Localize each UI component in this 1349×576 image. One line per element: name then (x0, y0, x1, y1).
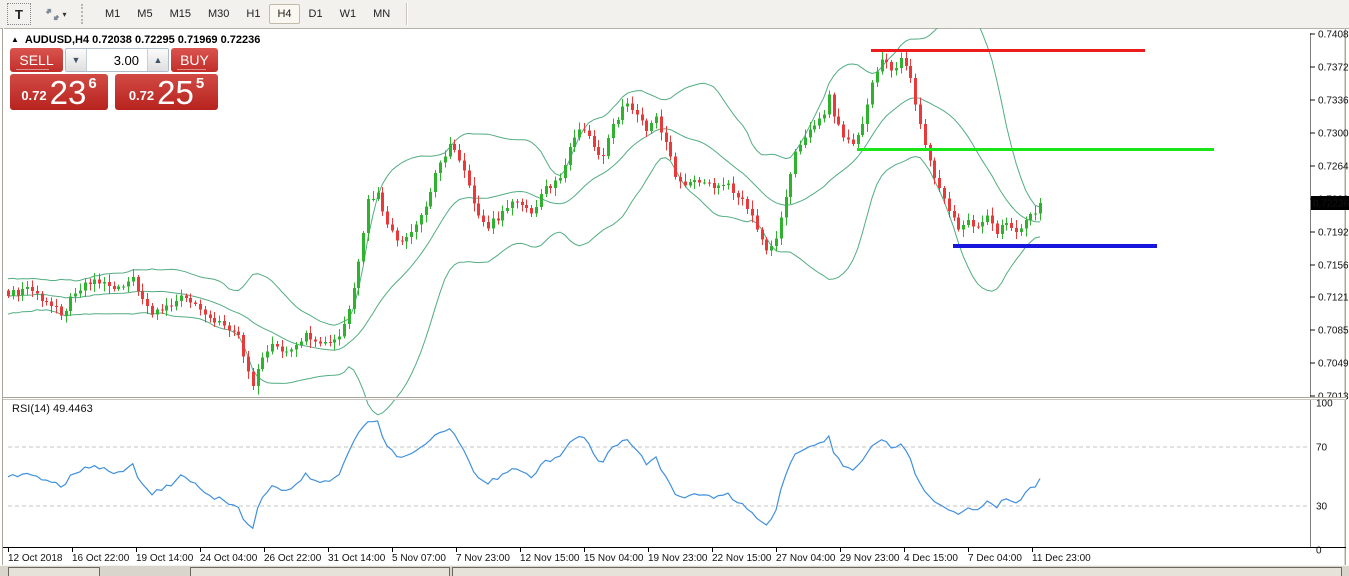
timeframe-buttons: M1 M5 M15 M30 H1 H4 D1 W1 MN (97, 4, 398, 24)
text-tool-icon: T (15, 6, 23, 22)
sell-price-sup: 6 (88, 75, 97, 92)
tf-button-M30[interactable]: M30 (207, 8, 230, 20)
rsi-label: RSI(14) 49.4463 (12, 403, 93, 415)
arrows-icon (46, 8, 60, 20)
arrows-tool-button[interactable]: ▾ (41, 4, 71, 24)
object-hlines[interactable] (857, 49, 1214, 248)
chart-canvas[interactable]: 0.740800.737200.733600.730000.726400.722… (0, 28, 1349, 576)
buy-button[interactable]: BUY (171, 48, 218, 72)
time-axis-label: 29 Nov 23:00 (840, 553, 900, 564)
spin-down-icon: ▼ (71, 55, 81, 65)
time-axis-label: 26 Oct 22:00 (264, 553, 322, 564)
current-price-tag: 0.72236 (1311, 196, 1349, 211)
window-right-border (1345, 28, 1346, 566)
tf-button-H4[interactable]: H4 (269, 4, 300, 24)
toolbar-grip[interactable] (81, 4, 87, 24)
sell-underline (16, 69, 49, 70)
toolbar: T ▾ M1 M5 M15 M30 H1 H4 D1 W1 MN (0, 0, 1349, 29)
toolbar-separator (406, 3, 408, 25)
tf-button-M15[interactable]: M15 (169, 8, 191, 20)
tf-button-W1[interactable]: W1 (339, 8, 357, 20)
buy-price-sup: 5 (195, 75, 205, 92)
candles (7, 49, 1042, 395)
tf-button-M1[interactable]: M1 (105, 8, 121, 20)
time-axis-label: 27 Nov 04:00 (776, 553, 836, 564)
pane-divider[interactable] (3, 397, 1346, 400)
volume-stepper: ▼ ▲ (65, 48, 169, 72)
time-axis-label: 12 Oct 2018 (8, 553, 63, 564)
tf-button-MN[interactable]: MN (373, 8, 391, 20)
bottom-tab[interactable] (190, 567, 450, 576)
trade-panel-top-row: SELL ▼ ▲ BUY (10, 48, 218, 72)
sell-price-base: 0.72 (21, 88, 47, 103)
volume-decrease-button[interactable]: ▼ (66, 49, 87, 71)
collapse-panel-icon[interactable]: ▲ (11, 35, 19, 44)
rsi-scale-label: 0 (1316, 546, 1322, 557)
tf-button-M5[interactable]: M5 (137, 8, 153, 20)
sell-button-label: SELL (19, 52, 54, 68)
one-click-trading-panel: SELL ▼ ▲ BUY 0.72 23 6 0.72 25 5 (10, 48, 218, 110)
tf-button-D1[interactable]: D1 (308, 8, 323, 20)
time-axis-label: 12 Nov 15:00 (520, 553, 580, 564)
time-axis-label: 31 Oct 14:00 (328, 553, 386, 564)
volume-input[interactable] (87, 49, 147, 71)
time-axis-label: 5 Nov 07:00 (392, 553, 446, 564)
sell-price-big: 23 (49, 74, 87, 111)
rsi-scale-label: 100 (1316, 399, 1333, 410)
buy-price-button[interactable]: 0.72 25 5 (115, 74, 218, 110)
time-axis-label: 4 Dec 15:00 (904, 553, 958, 564)
rsi-pane: RSI(14) 49.4463 100 70 30 0 (7, 399, 1333, 557)
time-axis-label: 11 Dec 23:00 (1032, 553, 1091, 564)
time-axis-label: 24 Oct 04:00 (200, 553, 258, 564)
bottom-tab[interactable] (452, 567, 1342, 576)
time-axis-label: 22 Nov 15:00 (712, 553, 772, 564)
time-axis-label: 16 Oct 22:00 (72, 553, 130, 564)
rsi-scale-label: 30 (1316, 501, 1328, 512)
spin-up-icon: ▲ (153, 55, 163, 65)
buy-price-big: 25 (157, 74, 194, 111)
price-axis-label: 0.70490 (1318, 359, 1349, 370)
time-axis-label: 19 Oct 14:00 (136, 553, 194, 564)
buy-button-label: BUY (180, 52, 209, 68)
current-price-value: 0.72236 (1313, 199, 1349, 210)
bollinger-bands (7, 28, 1041, 416)
sell-button[interactable]: SELL (10, 48, 63, 72)
bottom-tab-strip (0, 565, 1349, 576)
chart-title-text: AUDUSD,H4 0.72038 0.72295 0.71969 0.7223… (24, 34, 261, 46)
time-axis-label: 19 Nov 23:00 (648, 553, 708, 564)
text-tool-button[interactable]: T (7, 3, 31, 25)
rsi-scale-label: 70 (1316, 443, 1328, 454)
volume-increase-button[interactable]: ▲ (147, 49, 168, 71)
buy-price-base: 0.72 (128, 88, 155, 103)
tf-button-H1[interactable]: H1 (246, 8, 261, 20)
chart-title: ▲ AUDUSD,H4 0.72038 0.72295 0.71969 0.72… (11, 34, 260, 46)
bottom-tab[interactable] (8, 567, 100, 576)
arrows-dropdown-icon: ▾ (62, 9, 67, 19)
sell-price-button[interactable]: 0.72 23 6 (10, 74, 108, 110)
window-left-border (2, 28, 3, 566)
buy-underline (177, 69, 207, 70)
trade-panel-price-row: 0.72 23 6 0.72 25 5 (10, 74, 218, 110)
time-axis-label: 7 Nov 23:00 (456, 553, 510, 564)
time-axis-label: 15 Nov 04:00 (584, 553, 644, 564)
time-axis: 12 Oct 2018 16 Oct 22:00 19 Oct 14:00 24 Oc… (3, 547, 1346, 564)
time-axis-label: 7 Dec 04:00 (968, 553, 1022, 564)
